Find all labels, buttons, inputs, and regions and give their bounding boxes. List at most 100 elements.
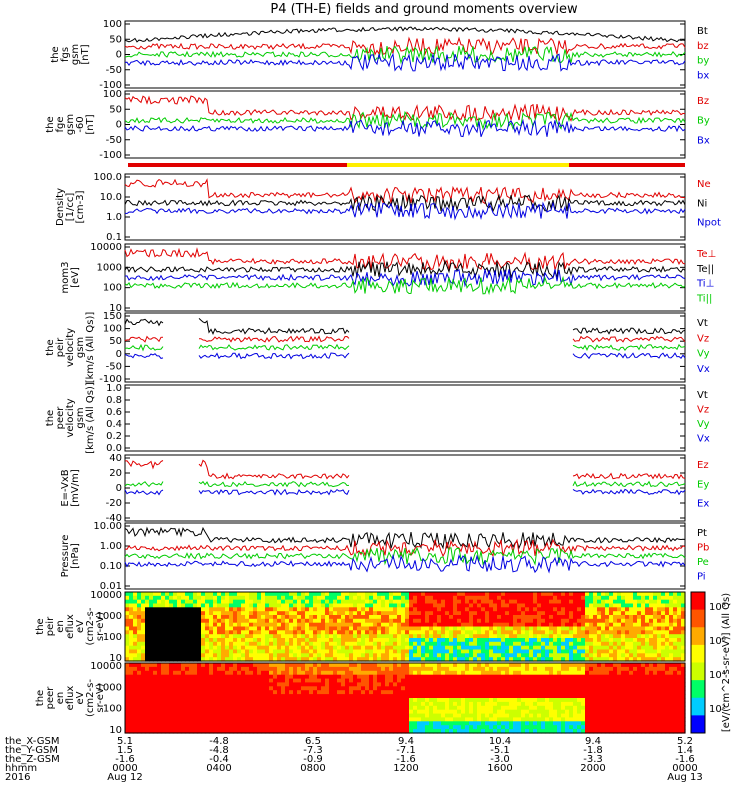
heatmap-cell xyxy=(205,682,210,687)
heatmap-cell xyxy=(377,615,382,619)
heatmap-cell xyxy=(425,607,430,611)
heatmap-cell xyxy=(333,600,338,604)
heatmap-cell xyxy=(413,706,418,711)
heatmap-cell xyxy=(561,646,566,650)
heatmap-cell xyxy=(461,630,466,634)
heatmap-cell xyxy=(377,650,382,654)
heatmap-cell xyxy=(453,663,458,668)
heatmap-cell xyxy=(461,682,466,687)
heatmap-cell xyxy=(445,592,450,596)
heatmap-cell xyxy=(177,592,182,596)
heatmap-cell xyxy=(505,663,510,668)
heatmap-cell xyxy=(557,682,562,687)
heatmap-cell xyxy=(577,634,582,638)
heatmap-cell xyxy=(173,592,178,596)
heatmap-cell xyxy=(221,638,226,642)
heatmap-cell xyxy=(189,646,194,650)
heatmap-cell xyxy=(625,611,630,615)
heatmap-cell xyxy=(477,630,482,634)
heatmap-cell xyxy=(305,717,310,722)
heatmap-cell xyxy=(413,646,418,650)
heatmap-cell xyxy=(245,663,250,668)
heatmap-cell xyxy=(129,663,134,668)
heatmap-cell xyxy=(585,686,590,691)
heatmap-cell xyxy=(421,671,426,676)
heatmap-cell xyxy=(377,592,382,596)
heatmap-cell xyxy=(461,663,466,668)
heatmap-cell xyxy=(429,611,434,615)
heatmap-cell xyxy=(313,650,318,654)
heatmap-cell xyxy=(281,706,286,711)
heatmap-cell xyxy=(641,642,646,646)
heatmap-cell xyxy=(509,667,514,672)
heatmap-cell xyxy=(541,706,546,711)
heatmap-cell xyxy=(585,663,590,668)
heatmap-cell xyxy=(145,604,150,608)
heatmap-cell xyxy=(217,694,222,699)
heatmap-cell xyxy=(301,638,306,642)
heatmap-cell xyxy=(365,717,370,722)
heatmap-cell xyxy=(145,694,150,699)
heatmap-cell xyxy=(573,634,578,638)
heatmap-cell xyxy=(513,634,518,638)
heatmap-cell xyxy=(433,686,438,691)
heatmap-cell xyxy=(381,627,386,631)
heatmap-cell xyxy=(257,638,262,642)
heatmap-cell xyxy=(325,725,330,730)
heatmap-cell xyxy=(485,619,490,623)
heatmap-cell xyxy=(549,634,554,638)
heatmap-cell xyxy=(297,663,302,668)
heatmap-cell xyxy=(585,694,590,699)
heatmap-cell xyxy=(585,611,590,615)
heatmap-cell xyxy=(149,596,154,600)
heatmap-cell xyxy=(149,671,154,676)
heatmap-cell xyxy=(369,717,374,722)
heatmap-cell xyxy=(397,604,402,608)
heatmap-cell xyxy=(329,630,334,634)
heatmap-cell xyxy=(281,682,286,687)
heatmap-cell xyxy=(661,646,666,650)
heatmap-cell xyxy=(513,706,518,711)
heatmap-cell xyxy=(517,690,522,695)
series-line xyxy=(125,269,685,286)
heatmap-cell xyxy=(409,592,414,596)
heatmap-cell xyxy=(473,653,478,657)
heatmap-cell xyxy=(377,706,382,711)
heatmap-cell xyxy=(517,653,522,657)
heatmap-cell xyxy=(241,600,246,604)
heatmap-cell xyxy=(413,653,418,657)
heatmap-cell xyxy=(605,638,610,642)
legend-label: Te|| xyxy=(696,264,714,275)
heatmap-cell xyxy=(277,604,282,608)
heatmap-cell xyxy=(473,646,478,650)
heatmap-cell xyxy=(349,675,354,680)
heatmap-cell xyxy=(149,702,154,707)
heatmap-cell xyxy=(293,686,298,691)
heatmap-cell xyxy=(533,663,538,668)
heatmap-cell xyxy=(429,698,434,703)
heatmap-cell xyxy=(197,694,202,699)
heatmap-cell xyxy=(177,698,182,703)
heatmap-cell xyxy=(345,611,350,615)
heatmap-cell xyxy=(353,630,358,634)
heatmap-cell xyxy=(453,607,458,611)
legend-label: Vt xyxy=(697,390,708,401)
heatmap-cell xyxy=(229,653,234,657)
heatmap-cell xyxy=(233,604,238,608)
heatmap-cell xyxy=(621,604,626,608)
heatmap-cell xyxy=(481,611,486,615)
heatmap-cell xyxy=(141,710,146,715)
heatmap-cell xyxy=(537,663,542,668)
heatmap-cell xyxy=(521,596,526,600)
heatmap-cell xyxy=(241,630,246,634)
heatmap-cell xyxy=(489,663,494,668)
heatmap-cell xyxy=(389,607,394,611)
heatmap-cell xyxy=(333,690,338,695)
heatmap-cell xyxy=(401,611,406,615)
heatmap-cell xyxy=(665,642,670,646)
heatmap-cell xyxy=(265,671,270,676)
heatmap-cell xyxy=(217,725,222,730)
heatmap-cell xyxy=(477,690,482,695)
heatmap-cell xyxy=(589,686,594,691)
heatmap-cell xyxy=(577,646,582,650)
